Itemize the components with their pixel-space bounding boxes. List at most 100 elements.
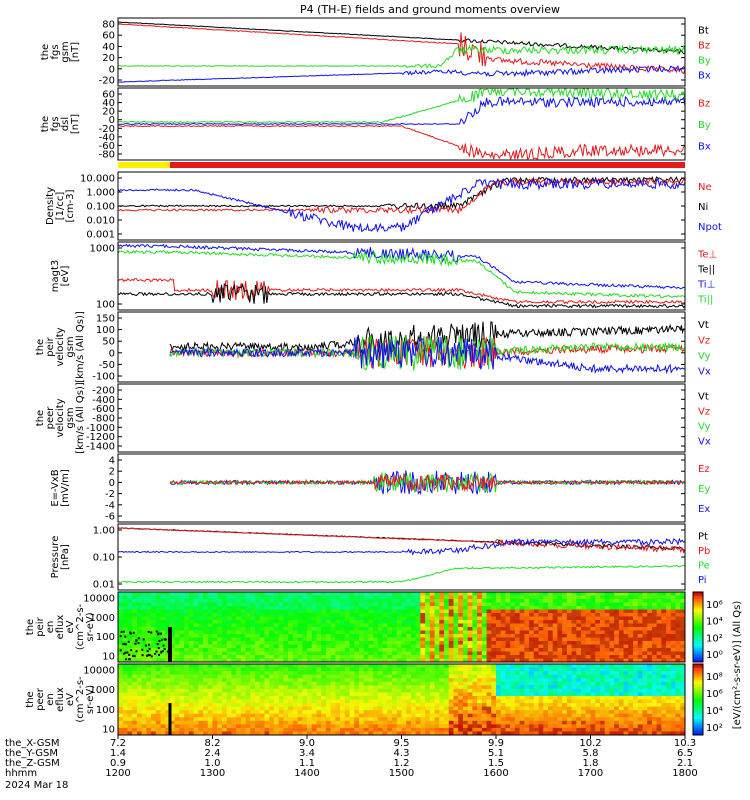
spectrogram-cell (406, 606, 412, 610)
spectrogram-cell (250, 648, 256, 652)
spectrogram-cell (283, 685, 289, 690)
spectrogram-cell (434, 602, 440, 607)
spectrogram-cell (118, 717, 124, 722)
spectrogram-cell (188, 692, 195, 697)
spectrogram-cell (477, 651, 483, 656)
spectrogram-cell (217, 724, 223, 729)
spectrogram-cell (500, 655, 506, 659)
spectrogram-cell (340, 717, 346, 722)
spectrogram-cell (637, 602, 643, 607)
spectrogram-cell (562, 703, 568, 708)
spectrogram-gap (135, 639, 138, 642)
series-By (117, 87, 686, 124)
spectrogram-cell (136, 685, 143, 690)
spectrogram-cell (599, 713, 606, 718)
spectrogram-cell (410, 641, 417, 645)
spectrogram-cell (340, 664, 346, 669)
spectrogram-cell (278, 655, 284, 659)
spectrogram-cell (500, 667, 506, 672)
spectrogram-cell (226, 710, 232, 715)
spectrogram-cell (297, 731, 303, 736)
spectrogram-cell (217, 655, 223, 659)
ylabel-temperature-1: [eV] (60, 266, 71, 287)
spectrogram-gap (119, 649, 122, 652)
spectrogram-cell (278, 727, 284, 732)
spectrogram-cell (151, 710, 157, 715)
spectrogram-cell (231, 731, 237, 736)
series-Pi (117, 537, 686, 556)
spectrogram-cell (642, 648, 648, 652)
spectrogram-cell (633, 592, 639, 596)
spectrogram-cell (184, 634, 190, 638)
spectrogram-cell (510, 641, 516, 645)
ylabel-fgs-gsm-1: fgs (50, 44, 61, 59)
spectrogram-cell (566, 634, 573, 638)
spectrogram-cell (141, 627, 147, 631)
spectrogram-cell (661, 616, 667, 621)
spectrogram-cell (387, 727, 393, 732)
spectrogram-cell (439, 710, 445, 715)
spectrogram-cell (571, 641, 577, 645)
spectrogram-cell (496, 627, 502, 631)
spectrogram-cell (221, 644, 228, 649)
spectrogram-cell (344, 616, 351, 621)
spectrogram-cell (519, 724, 525, 729)
spectrogram-cell (212, 630, 218, 635)
spectrogram-cell (373, 713, 379, 718)
spectrogram-cell (614, 623, 620, 628)
spectrogram-cell (160, 651, 166, 656)
spectrogram-cell (141, 616, 147, 621)
spectrogram-cell (647, 699, 653, 704)
spectrogram-cell (439, 644, 445, 649)
spectrogram-cell (292, 703, 299, 708)
spectrogram-cell (543, 699, 549, 704)
spectrogram-cell (240, 620, 247, 624)
spectrogram-cell (420, 671, 426, 676)
spectrogram-cell (467, 602, 473, 607)
spectrogram-cell (434, 620, 440, 624)
spectrogram-cell (217, 627, 223, 631)
spectrogram-cell (368, 599, 374, 603)
spectrogram-cell (363, 731, 369, 736)
spectrogram-cell (472, 613, 478, 617)
spectrogram-cell (396, 616, 402, 621)
spectrogram-cell (160, 717, 166, 722)
spectrogram-cell (169, 717, 176, 722)
spectrogram-cell (604, 703, 610, 708)
spectrogram-cell (637, 688, 643, 693)
spectrogram-cell (538, 651, 544, 656)
spectrogram-cell (184, 609, 190, 614)
spectrogram-cell (231, 644, 237, 649)
spectrogram-cell (264, 644, 270, 649)
ytick-peer-eflux-3: 10 (102, 725, 115, 736)
spectrogram-cell (642, 630, 648, 635)
spectrogram-cell (363, 623, 369, 628)
spectrogram-cell (160, 637, 166, 642)
spectrogram-cell (160, 692, 166, 697)
spectrogram-cell (500, 706, 506, 711)
spectrogram-cell (231, 648, 237, 652)
spectrogram-cell (335, 641, 341, 645)
spectrogram-cell (226, 713, 232, 718)
spectrogram-cell (675, 630, 681, 635)
spectrogram-cell (127, 671, 133, 676)
spectrogram-cell (358, 641, 365, 645)
spectrogram-cell (344, 706, 351, 711)
spectrogram-cell (302, 651, 308, 656)
spectrogram-cell (151, 630, 157, 635)
spectrogram-cell (401, 592, 407, 596)
spectrogram-cell (231, 664, 237, 669)
spectrogram-cell (581, 644, 587, 649)
spectrogram-cell (510, 602, 516, 607)
spectrogram-cell (633, 616, 639, 621)
spectrogram-cell (259, 599, 265, 603)
spectrogram-cell (226, 648, 232, 652)
spectrogram-cell (127, 634, 133, 638)
spectrogram-cell (160, 648, 166, 652)
spectrogram-cell (340, 658, 346, 663)
spectrogram-cell (623, 641, 629, 645)
spectrogram-cell (236, 599, 242, 603)
spectrogram-cell (151, 634, 157, 638)
spectrogram-cell (647, 620, 653, 624)
spectrogram-cell (514, 720, 521, 725)
